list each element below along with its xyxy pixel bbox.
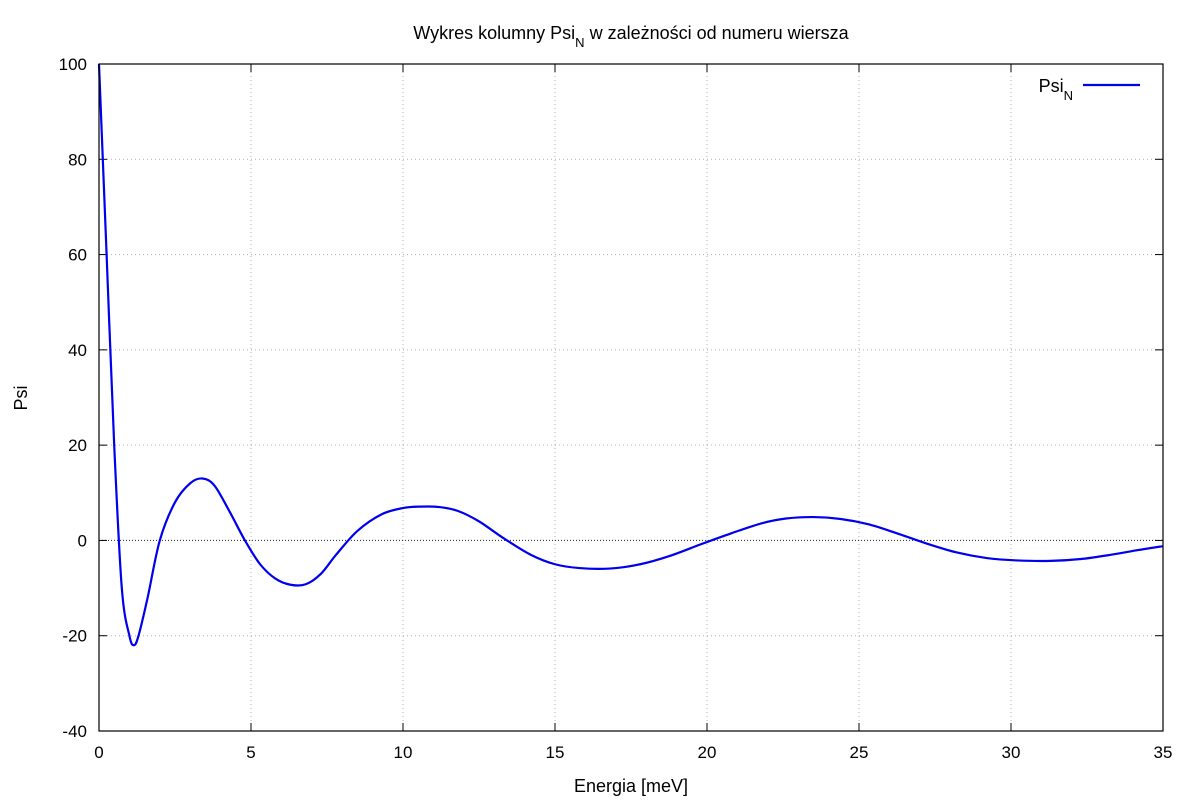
legend-label: PsiN <box>1039 76 1073 103</box>
y-tick-label: 0 <box>78 531 87 550</box>
x-tick-label: 15 <box>546 743 565 762</box>
series-line <box>97 63 1164 647</box>
series-layer <box>97 63 1164 647</box>
axis-ticks <box>98 63 1164 732</box>
y-tick-label: 40 <box>68 341 87 360</box>
plot-border <box>98 63 1164 732</box>
x-tick-label: 5 <box>246 743 255 762</box>
y-tick-label: 100 <box>59 55 87 74</box>
y-tick-label: 20 <box>68 436 87 455</box>
x-tick-label: 35 <box>1154 743 1173 762</box>
y-tick-label: 80 <box>68 150 87 169</box>
gridlines <box>99 64 1163 731</box>
y-tick-label: 60 <box>68 246 87 265</box>
chart-title: Wykres kolumny PsiN w zależności od nume… <box>413 23 849 50</box>
x-tick-label: 0 <box>94 743 103 762</box>
x-tick-label: 25 <box>850 743 869 762</box>
y-tick-label: -40 <box>62 722 87 741</box>
x-axis-label: Energia [meV] <box>574 776 688 796</box>
x-tick-label: 20 <box>698 743 717 762</box>
y-axis-label: Psi <box>11 385 31 410</box>
legend: PsiN <box>1039 76 1140 103</box>
x-tick-labels: 0 5 10 15 20 25 30 35 <box>94 743 1172 762</box>
y-tick-label: -20 <box>62 627 87 646</box>
x-tick-label: 30 <box>1002 743 1021 762</box>
x-tick-label: 10 <box>394 743 413 762</box>
y-tick-labels: -40 -20 0 20 40 60 80 100 <box>59 55 87 741</box>
